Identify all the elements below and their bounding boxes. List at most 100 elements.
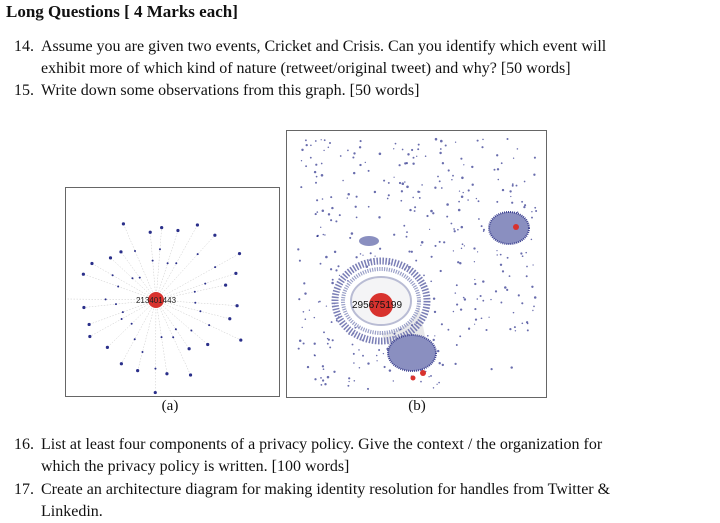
scatter-node-b xyxy=(378,152,382,156)
mid-node-a xyxy=(193,290,196,293)
scatter-node-b xyxy=(441,162,445,165)
scatter-node-b xyxy=(473,261,476,263)
scatter-node-b xyxy=(511,201,514,204)
scatter-node-b xyxy=(443,241,446,244)
edge-a xyxy=(155,273,236,301)
scatter-node-b xyxy=(352,171,356,175)
scatter-node-b xyxy=(401,182,405,185)
scatter-node-b xyxy=(359,163,362,167)
scatter-node-b xyxy=(302,310,305,313)
edge-a xyxy=(155,299,241,341)
scatter-node-b xyxy=(320,162,323,165)
scatter-node-b xyxy=(331,281,334,285)
mid-node-a xyxy=(175,262,178,265)
caption-b: (b) xyxy=(408,398,426,414)
scatter-node-b xyxy=(424,155,427,157)
scatter-node-b xyxy=(415,259,418,262)
scatter-node-b xyxy=(378,349,381,351)
mid-node-a xyxy=(121,311,124,314)
leaf-node-a xyxy=(121,222,126,226)
scatter-node-b xyxy=(512,311,515,314)
scatter-node-b xyxy=(313,354,316,356)
leaf-node-a xyxy=(87,322,91,327)
scatter-node-b xyxy=(533,296,537,299)
mid-node-a xyxy=(104,298,107,301)
scatter-node-b xyxy=(353,152,356,155)
scatter-node-b xyxy=(493,168,496,171)
scatter-node-b xyxy=(325,255,328,259)
scatter-node-b xyxy=(476,298,479,300)
scatter-node-b xyxy=(314,213,317,216)
scatter-node-b xyxy=(352,156,355,159)
edge-a xyxy=(155,230,179,301)
scatter-node-b xyxy=(463,164,465,166)
scatter-node-b xyxy=(521,200,524,203)
scatter-node-b xyxy=(430,280,433,283)
figure-b-network-graph: 295675199 xyxy=(286,130,547,398)
scatter-node-b xyxy=(400,199,403,202)
scatter-node-b xyxy=(474,308,477,311)
scatter-node-b xyxy=(438,180,441,183)
scatter-node-b xyxy=(438,381,440,384)
star-graph-a: 213401443 xyxy=(66,222,243,395)
scatter-node-b xyxy=(433,310,437,314)
scatter-node-b xyxy=(436,349,440,353)
scatter-node-b xyxy=(439,151,442,155)
scatter-node-b xyxy=(511,184,514,187)
question-number: 15. xyxy=(14,82,34,99)
scatter-node-b xyxy=(434,137,438,141)
edge-a xyxy=(83,273,157,301)
scatter-node-b xyxy=(478,218,480,220)
hub-node-b xyxy=(369,293,393,317)
edge-a xyxy=(120,251,157,301)
scatter-node-b xyxy=(306,365,310,369)
scatter-node-b xyxy=(496,200,499,203)
edge-a xyxy=(91,263,157,301)
scatter-node-b xyxy=(409,208,412,212)
scatter-node-b xyxy=(447,169,450,172)
scatter-node-b xyxy=(509,327,512,331)
scatter-node-b xyxy=(496,254,498,256)
question-text-line2: exhibit more of which kind of nature (re… xyxy=(41,60,571,77)
scatter-node-b xyxy=(301,148,304,152)
scatter-node-b xyxy=(346,197,348,199)
scatter-node-b xyxy=(326,375,330,379)
scatter-node-b xyxy=(392,380,394,382)
leaf-node-a xyxy=(213,233,217,237)
section-heading: Long Questions [ 4 Marks each] xyxy=(6,2,238,21)
scatter-node-b xyxy=(517,294,520,297)
scatter-node-b xyxy=(482,228,486,231)
leaf-node-a xyxy=(237,252,242,256)
scatter-node-b xyxy=(347,384,350,387)
scatter-node-b xyxy=(367,169,370,172)
scatter-node-b xyxy=(461,243,464,246)
scatter-node-b xyxy=(460,247,463,250)
scatter-node-b xyxy=(383,179,386,182)
scatter-node-b xyxy=(521,255,524,258)
scatter-node-b xyxy=(323,149,325,152)
scatter-node-b xyxy=(323,139,326,142)
scatter-node-b xyxy=(376,360,378,362)
scatter-node-b xyxy=(526,265,528,268)
scatter-node-b xyxy=(412,162,415,165)
scatter-node-b xyxy=(494,290,498,293)
scatter-node-b xyxy=(342,179,344,182)
scatter-node-b xyxy=(364,161,366,164)
mid-node-a xyxy=(131,277,134,280)
scatter-node-b xyxy=(315,163,318,166)
scatter-node-b xyxy=(439,148,442,150)
leaf-node-a xyxy=(235,304,239,308)
question-15: 15. Write down some observations from thi… xyxy=(14,80,708,102)
scatter-node-b xyxy=(300,160,303,162)
edge-a xyxy=(137,299,157,371)
mid-node-a xyxy=(133,338,136,341)
scatter-node-b xyxy=(351,343,354,346)
scatter-node-b xyxy=(471,183,474,186)
right-cluster xyxy=(488,211,530,245)
scatter-node-b xyxy=(482,280,485,283)
scatter-node-b xyxy=(463,245,466,247)
scatter-node-b xyxy=(329,142,331,144)
scatter-node-b xyxy=(373,190,377,194)
scatter-node-b xyxy=(474,282,477,286)
question-text-line1: List at least four components of a priva… xyxy=(41,436,603,453)
